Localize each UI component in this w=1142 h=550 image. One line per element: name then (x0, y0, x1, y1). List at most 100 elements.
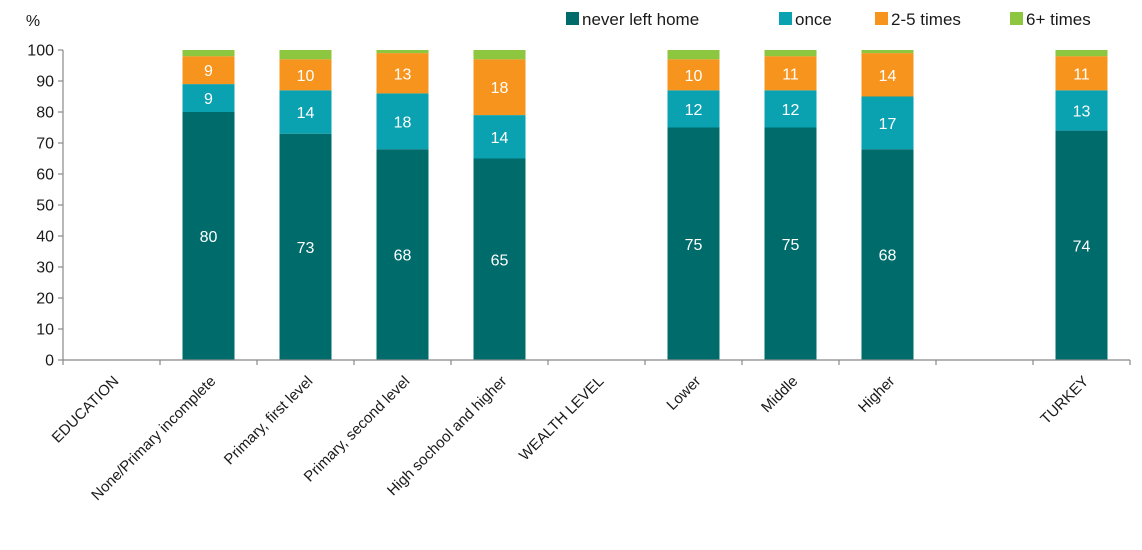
x-category-label: Primary, first level (221, 373, 317, 469)
bar-segment (182, 112, 235, 360)
bar-segment (279, 90, 332, 134)
y-tick-label: 60 (36, 167, 54, 184)
bar-value-label: 11 (1073, 66, 1090, 83)
bar-segment (376, 93, 429, 150)
bar-segment (279, 50, 332, 60)
bar-value-label: 12 (782, 102, 800, 119)
bar-stack: 74 13 11 (1055, 50, 1108, 360)
y-tick-label: 10 (36, 322, 54, 339)
bar-segment (279, 59, 332, 91)
bar-segment (667, 50, 720, 60)
legend-label: 6+ times (1026, 10, 1091, 29)
bar-segment (376, 50, 429, 54)
bar-stack: 68 17 14 (861, 50, 914, 360)
bar-value-label: 11 (782, 66, 799, 83)
bar-value-label: 10 (297, 68, 315, 85)
y-tick-label: 50 (36, 198, 54, 215)
bar-segment (1055, 56, 1108, 91)
bar-value-label: 14 (879, 68, 897, 85)
bar-value-label: 17 (879, 116, 897, 133)
x-category-label: Lower (663, 373, 704, 414)
legend-swatch (1010, 12, 1023, 25)
bar-value-label: 14 (491, 130, 509, 147)
y-tick-label: 40 (36, 229, 54, 246)
bar-segment (182, 56, 235, 85)
bar-value-label: 68 (394, 248, 412, 265)
bar-stack: 75 12 11 (764, 50, 817, 360)
bar-segment (376, 53, 429, 94)
legend-item: 6+ times (1010, 10, 1091, 29)
bar-segment (667, 90, 720, 128)
bar-value-label: 9 (204, 91, 213, 108)
legend-swatch (779, 12, 792, 25)
bar-value-label: 65 (491, 252, 509, 269)
bar-value-label: 12 (685, 102, 703, 119)
bar-segment (764, 90, 817, 128)
legend-item: 2-5 times (875, 10, 961, 29)
x-category-label: EDUCATION (49, 373, 123, 447)
legend: never left home once 2-5 times 6+ times (566, 10, 1091, 29)
bar-segment (473, 158, 526, 360)
x-category-label: Higher (855, 373, 898, 416)
bar-stack: 68 18 13 (376, 50, 429, 360)
bar-value-label: 73 (297, 240, 315, 257)
x-category-label: Middle (758, 373, 801, 416)
bar-stack: 80 9 9 (182, 50, 235, 360)
bar-value-label: 10 (685, 68, 703, 85)
bar-segment (473, 50, 526, 60)
bar-segment (279, 133, 332, 360)
legend-label: never left home (582, 10, 699, 29)
bar-segment (861, 149, 914, 360)
legend-label: 2-5 times (891, 10, 961, 29)
bar-segment (667, 127, 720, 360)
bar-value-label: 74 (1073, 238, 1091, 255)
bar-value-label: 9 (204, 63, 213, 80)
bar-value-label: 68 (879, 248, 897, 265)
y-tick-label: 100 (27, 43, 54, 60)
bar-value-label: 18 (491, 80, 509, 97)
y-tick-label: 70 (36, 136, 54, 153)
x-category-label: WEALTH LEVEL (516, 373, 607, 464)
bar-segment (667, 59, 720, 91)
legend-swatch (566, 12, 579, 25)
legend-label: once (795, 10, 832, 29)
bar-stack: 65 14 18 (473, 50, 526, 360)
y-axis-label: % (26, 13, 40, 30)
bar-segment (1055, 50, 1108, 57)
bar-value-label: 75 (685, 237, 703, 254)
bar-value-label: 13 (1073, 103, 1091, 120)
bar-segment (861, 96, 914, 150)
bar-segment (1055, 90, 1108, 131)
bar-value-label: 18 (394, 114, 412, 131)
bars: 80 9 9 73 14 10 68 18 13 65 14 18 75 12 10 75 12 11 68 17 14… (182, 50, 1108, 360)
bar-segment (764, 56, 817, 91)
bar-segment (764, 50, 817, 57)
y-tick-label: 0 (45, 353, 54, 370)
bar-value-label: 80 (200, 229, 218, 246)
legend-item: never left home (566, 10, 699, 29)
bar-segment (473, 59, 526, 116)
bar-value-label: 75 (782, 237, 800, 254)
bar-value-label: 13 (394, 66, 412, 83)
bar-segment (376, 149, 429, 360)
bar-segment (861, 50, 914, 54)
y-tick-label: 30 (36, 260, 54, 277)
bar-segment (861, 53, 914, 97)
legend-swatch (875, 12, 888, 25)
bar-value-label: 14 (297, 105, 315, 122)
y-tick-label: 90 (36, 74, 54, 91)
bar-stack: 73 14 10 (279, 50, 332, 360)
x-category-label: TURKEY (1037, 373, 1092, 428)
bar-segment (764, 127, 817, 360)
bar-segment (1055, 130, 1108, 360)
x-category-label: Primary, second level (301, 373, 414, 486)
y-tick-label: 20 (36, 291, 54, 308)
legend-item: once (779, 10, 832, 29)
bar-segment (182, 84, 235, 112)
bar-segment (182, 50, 235, 57)
bar-segment (473, 115, 526, 159)
bar-stack: 75 12 10 (667, 50, 720, 360)
y-tick-label: 80 (36, 105, 54, 122)
